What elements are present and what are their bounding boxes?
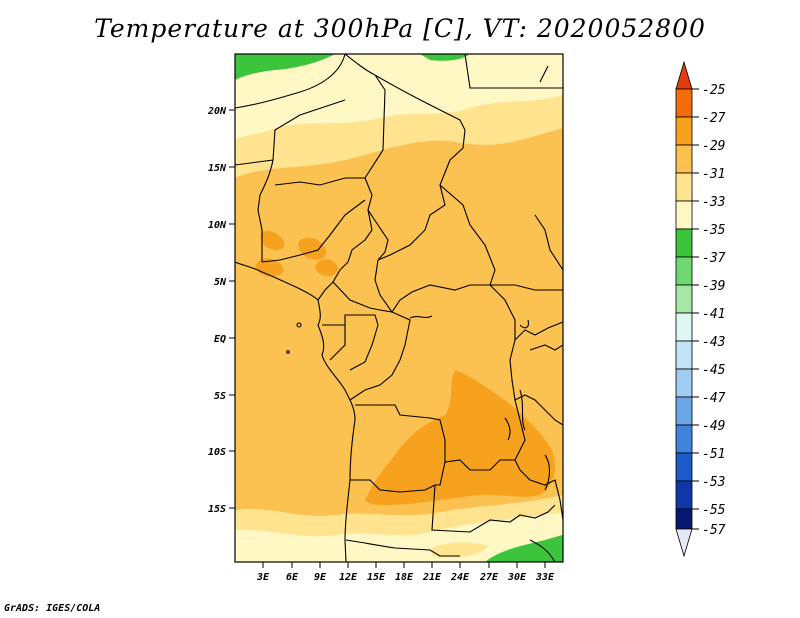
lon-axis: 3E 6E 9E 12E 15E 18E 21E 24E 27E 30E 33E <box>256 562 555 583</box>
temperature-field <box>235 54 563 562</box>
lon-label: 9E <box>314 572 327 583</box>
colorbar-segment <box>675 508 693 530</box>
colorbar-label: -33 <box>702 195 725 210</box>
colorbar-segment <box>675 452 693 482</box>
colorbar-label: -35 <box>702 223 726 238</box>
lon-label: 21E <box>422 572 442 583</box>
colorbar-bottom-arrow <box>675 528 693 558</box>
lon-label: 33E <box>535 572 555 583</box>
colorbar-labels: -25 -27 -29 -31 -33 -35 -37 -39 -41 -43 … <box>692 83 726 538</box>
lat-label: 5N <box>214 277 227 288</box>
colorbar-label: -45 <box>702 363 726 378</box>
colorbar-segment <box>675 340 693 370</box>
colorbar-label: -25 <box>702 83 726 98</box>
fill-band-29-27-south <box>365 370 555 505</box>
lat-label: 5S <box>214 391 226 402</box>
colorbar-label: -43 <box>702 335 725 350</box>
colorbar-label: -27 <box>702 111 726 126</box>
fill-band-29-27-cameroon <box>315 259 338 276</box>
lon-label: 12E <box>339 572 358 583</box>
lon-label: 27E <box>479 572 499 583</box>
chart-title: Temperature at 300hPa [C], VT: 202005280… <box>94 14 706 43</box>
lat-label: 20N <box>207 106 227 117</box>
colorbar-segment <box>675 172 693 202</box>
fill-band-29-27-nigeria <box>298 237 327 260</box>
colorbar-label: -55 <box>702 503 726 518</box>
colorbar-label: -51 <box>702 447 725 462</box>
colorbar-label: -53 <box>702 475 725 490</box>
colorbar-label: -29 <box>702 139 725 154</box>
country-borders <box>235 54 563 562</box>
lon-label: 3E <box>256 572 270 583</box>
fill-band-37-35-north <box>235 54 335 80</box>
fill-band-37-35-north-small <box>420 54 470 61</box>
credit-label: GrADS: IGES/COLA <box>4 603 101 614</box>
lat-label: EQ <box>214 334 226 345</box>
colorbar-segment <box>675 256 693 286</box>
colorbar-label: -49 <box>702 419 725 434</box>
colorbar <box>675 60 693 558</box>
colorbar-segment <box>675 480 693 510</box>
lon-label: 24E <box>450 572 470 583</box>
colorbar-segment <box>675 116 693 146</box>
lon-label: 30E <box>507 572 527 583</box>
fill-band-29-27-west2 <box>260 230 285 250</box>
lon-label: 6E <box>286 572 299 583</box>
colorbar-segment <box>675 200 693 230</box>
colorbar-segment <box>675 396 693 426</box>
lon-label: 18E <box>395 572 414 583</box>
lat-label: 15N <box>208 163 227 174</box>
colorbar-label: -31 <box>702 167 725 182</box>
colorbar-label: -37 <box>702 251 726 266</box>
colorbar-top-arrow <box>675 60 693 90</box>
colorbar-label: -57 <box>702 523 726 538</box>
colorbar-segment <box>675 88 693 118</box>
colorbar-segment <box>675 424 693 454</box>
colorbar-segment <box>675 144 693 174</box>
map-frame <box>234 53 564 563</box>
colorbar-label: -41 <box>702 307 725 322</box>
lon-label: 15E <box>367 572 386 583</box>
fill-band-33-31-south-east <box>432 542 488 558</box>
lat-label: 10S <box>208 447 226 458</box>
fill-band-37-35-south <box>485 535 563 562</box>
lat-label: 10N <box>208 220 227 231</box>
colorbar-segment <box>675 284 693 314</box>
colorbar-segment <box>675 312 693 342</box>
lat-label: 15S <box>208 504 226 515</box>
colorbar-segment <box>675 228 693 258</box>
lat-axis: 20N 15N 10N 5N EQ 5S 10S 15S <box>207 106 235 515</box>
colorbar-segment <box>675 368 693 398</box>
colorbar-label: -39 <box>702 279 725 294</box>
colorbar-label: -47 <box>702 391 726 406</box>
fill-band-35-33-north <box>235 54 563 140</box>
